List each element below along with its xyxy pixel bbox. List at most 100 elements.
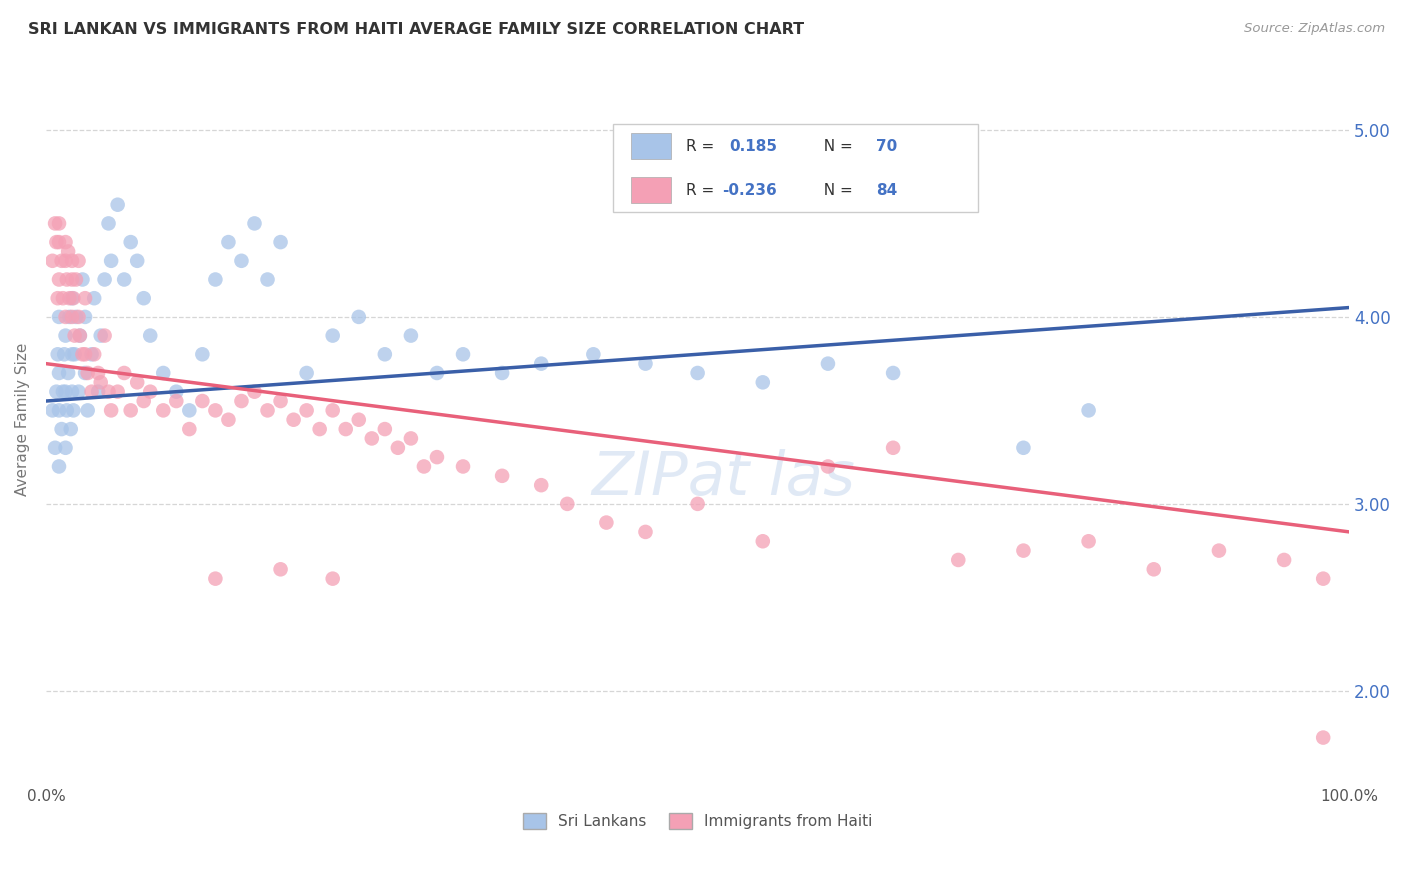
Legend: Sri Lankans, Immigrants from Haiti: Sri Lankans, Immigrants from Haiti [516, 807, 879, 836]
Point [1272, 553, 1295, 567]
Point [46, 291, 69, 305]
Point [48, 272, 70, 286]
Point [60, 310, 83, 324]
Point [491, 468, 513, 483]
Point [59, 422, 82, 436]
Point [270, 562, 292, 576]
Point [55, 235, 77, 249]
Point [48, 310, 70, 324]
Point [100, 253, 122, 268]
Point [67, 384, 90, 399]
Point [165, 394, 187, 409]
Point [451, 459, 474, 474]
Point [48, 216, 70, 230]
Point [634, 357, 657, 371]
Point [413, 459, 436, 474]
Point [44, 441, 66, 455]
Point [387, 441, 409, 455]
Point [69, 328, 91, 343]
Point [80, 384, 103, 399]
Point [179, 422, 201, 436]
Point [56, 403, 79, 417]
Point [60, 253, 83, 268]
Point [76, 366, 98, 380]
Point [46, 347, 69, 361]
Point [53, 347, 76, 361]
Point [426, 366, 449, 380]
Point [399, 432, 422, 446]
Point [48, 403, 70, 417]
Point [817, 357, 839, 371]
Point [60, 291, 83, 305]
Point [75, 291, 97, 305]
Point [451, 347, 474, 361]
Point [56, 244, 79, 259]
Point [295, 403, 318, 417]
Point [530, 478, 553, 492]
Point [1143, 562, 1166, 576]
Point [51, 253, 73, 268]
Point [48, 235, 70, 249]
Point [595, 516, 617, 530]
Point [948, 553, 970, 567]
Point [75, 366, 97, 380]
Point [87, 366, 110, 380]
Point [44, 216, 66, 230]
Point [45, 384, 67, 399]
Point [132, 291, 155, 305]
Point [120, 235, 142, 249]
Point [231, 253, 253, 268]
Point [270, 394, 292, 409]
Point [112, 272, 135, 286]
Point [582, 347, 605, 361]
Point [127, 253, 149, 268]
Point [90, 328, 112, 343]
Point [83, 347, 105, 361]
Point [322, 403, 344, 417]
Point [1012, 441, 1035, 455]
Point [817, 459, 839, 474]
Point [75, 347, 97, 361]
Point [90, 376, 112, 390]
Point [52, 384, 75, 399]
Point [107, 384, 129, 399]
Point [56, 272, 79, 286]
Point [322, 572, 344, 586]
Point [127, 376, 149, 390]
Point [231, 394, 253, 409]
Point [1077, 403, 1099, 417]
Point [93, 328, 115, 343]
Point [63, 328, 86, 343]
Point [60, 272, 83, 286]
Point [1312, 572, 1334, 586]
Point [112, 366, 135, 380]
Point [87, 384, 110, 399]
Point [58, 291, 80, 305]
Point [83, 291, 105, 305]
Point [48, 366, 70, 380]
Point [93, 272, 115, 286]
Point [347, 310, 370, 324]
Point [75, 310, 97, 324]
Point [752, 534, 775, 549]
Point [63, 347, 86, 361]
Point [191, 347, 214, 361]
Point [204, 572, 226, 586]
Point [97, 384, 120, 399]
Point [360, 432, 382, 446]
Point [752, 376, 775, 390]
Point [80, 347, 103, 361]
Point [191, 394, 214, 409]
Point [55, 384, 77, 399]
Point [58, 310, 80, 324]
Point [204, 272, 226, 286]
Point [322, 328, 344, 343]
Point [1208, 543, 1230, 558]
Point [686, 497, 709, 511]
Point [56, 366, 79, 380]
Point [179, 403, 201, 417]
Point [52, 291, 75, 305]
Point [55, 310, 77, 324]
Point [530, 357, 553, 371]
Point [399, 328, 422, 343]
